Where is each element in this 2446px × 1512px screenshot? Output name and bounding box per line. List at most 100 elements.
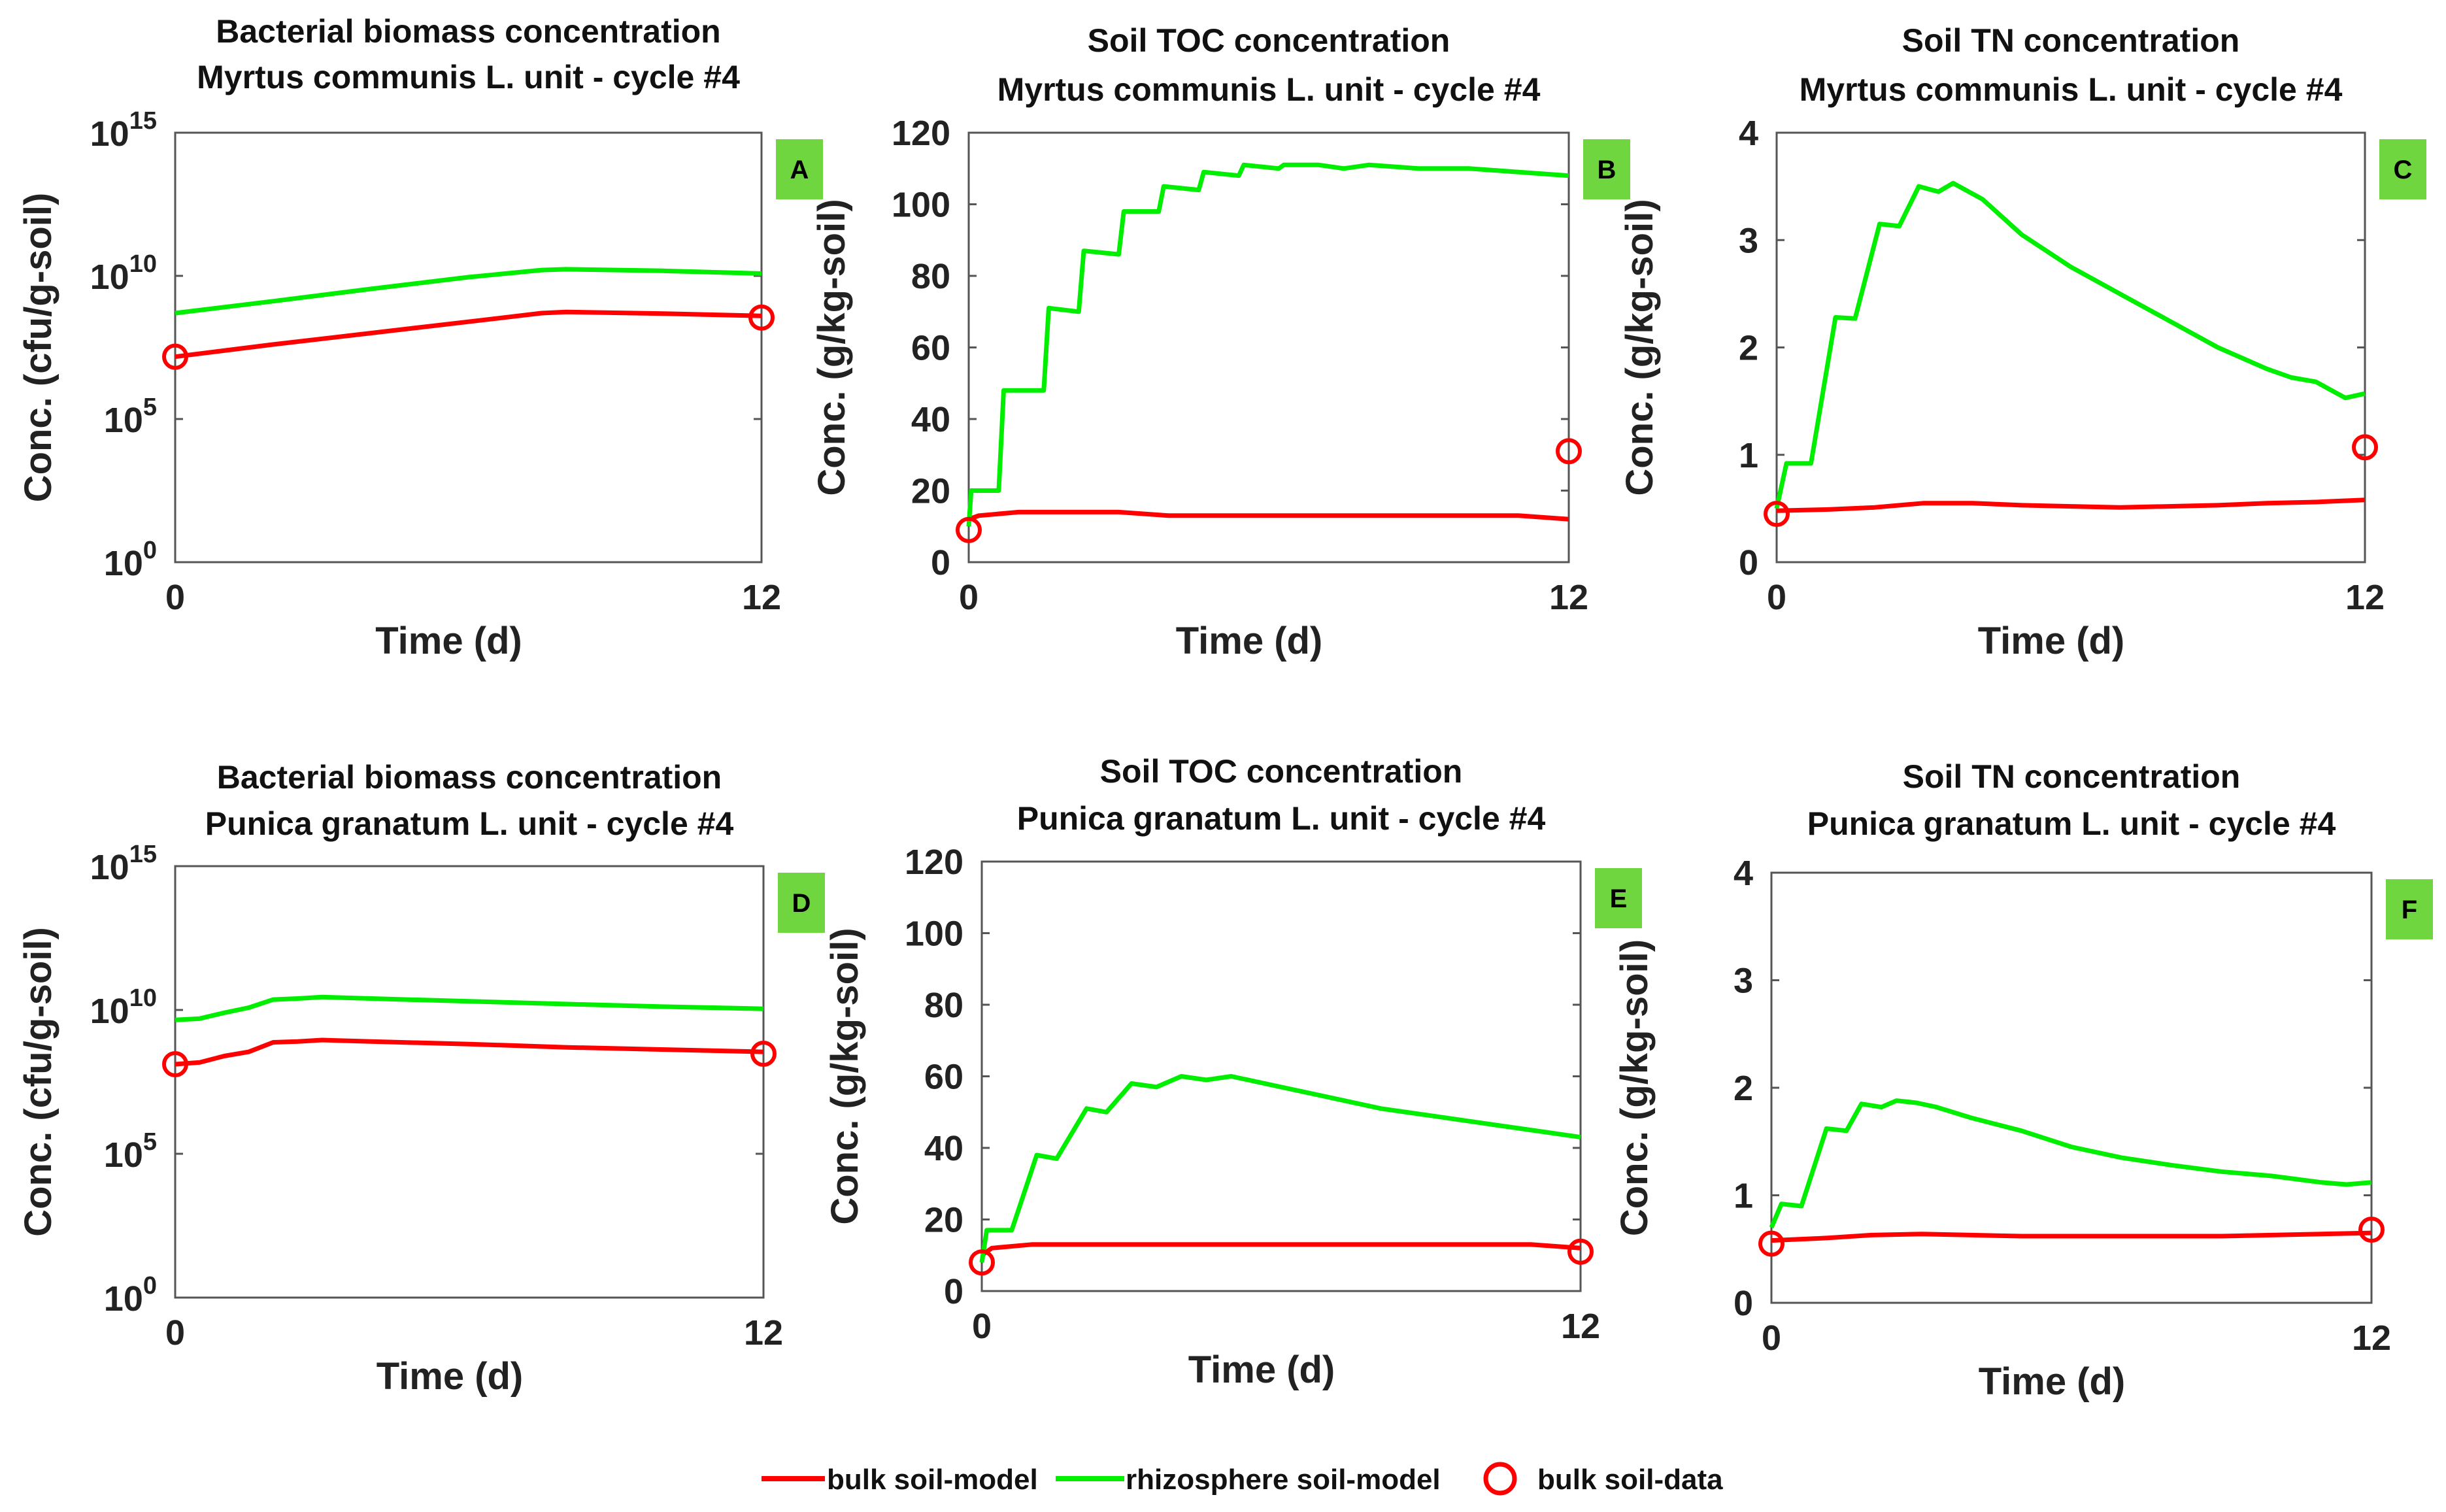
x-axis-label: Time (d) (1176, 620, 1323, 662)
x-tick-label: 12 (1561, 1307, 1600, 1346)
plot-frame (967, 131, 1570, 563)
bulk-soil-data-point (162, 1050, 188, 1077)
y-tick-label: 20 (911, 472, 950, 511)
panel-badge (1583, 139, 1630, 199)
y-tick-label: 120 (892, 114, 950, 153)
series-rhizosphere-soil-model (966, 162, 1569, 527)
y-tick-label: 60 (911, 329, 950, 368)
chart-title-line-1: Soil TOC concentration (1100, 753, 1463, 790)
x-axis-label: Time (d) (1188, 1349, 1335, 1391)
y-axis-label: Conc. (g/kg-soil) (1613, 939, 1656, 1236)
x-tick-label: 0 (165, 1313, 185, 1352)
x-tick-label: 0 (1767, 578, 1786, 617)
y-tick-label: 120 (905, 843, 963, 882)
panel-badge (2386, 879, 2433, 939)
bulk-soil-data-point (969, 1249, 995, 1276)
x-tick-label: 0 (1762, 1319, 1781, 1358)
bulk-soil-data-point (750, 1041, 777, 1067)
y-tick-label: 80 (924, 986, 963, 1025)
panel-f: Soil TN concentration Punica granatum L. … (1613, 758, 2433, 1403)
legend-bulk-data-label: bulk soil-data (1537, 1464, 1723, 1496)
x-axis-label: Time (d) (1979, 1360, 2126, 1403)
series-bulk-soil-model (1776, 497, 2366, 513)
y-tick-label: 3 (1734, 962, 1753, 1001)
y-axis-label: Conc. (g/kg-soil) (811, 199, 853, 496)
x-tick-label: 12 (1549, 578, 1588, 617)
panel-badge-letter: C (2394, 156, 2413, 184)
y-tick-label: 2 (1739, 329, 1758, 368)
chart-title-line-1: Soil TN concentration (1903, 758, 2241, 795)
legend: bulk soil-model rhizosphere soil-model b… (762, 1462, 1723, 1496)
panel-badge-letter: A (790, 156, 809, 184)
y-tick-label: 20 (924, 1201, 963, 1240)
chart-title-line-1: Bacterial biomass concentration (216, 13, 720, 50)
x-axis-label: Time (d) (375, 620, 522, 662)
chart-title-line-1: Soil TN concentration (1902, 22, 2240, 59)
panel-b: Soil TOC concentration Myrtus communis L.… (811, 22, 1630, 662)
chart-title-line-2: Punica granatum L. unit - cycle #4 (1807, 805, 2336, 842)
y-tick-label: 100 (905, 915, 963, 954)
panel-d: Bacterial biomass concentration Punica gr… (17, 759, 825, 1398)
panel-a: Bacterial biomass concentration Myrtus co… (17, 13, 823, 662)
x-tick-label: 12 (2345, 578, 2385, 617)
bulk-soil-data-point (748, 304, 775, 331)
chart-title-line-2: Myrtus communis L. unit - cycle #4 (1800, 71, 2343, 108)
series-bulk-soil-model (1771, 1230, 2372, 1243)
y-tick-label: 1015 (90, 841, 157, 887)
y-tick-label: 1010 (90, 984, 157, 1031)
y-tick-label: 40 (924, 1129, 963, 1168)
chart-title-line-2: Punica granatum L. unit - cycle #4 (1017, 800, 1546, 837)
y-axis-label: Conc. (g/kg-soil) (824, 928, 866, 1224)
bulk-soil-data-point (956, 516, 982, 543)
chart-title-line-2: Punica granatum L. unit - cycle #4 (205, 805, 734, 842)
y-axis-label: Conc. (cfu/g-soil) (17, 927, 59, 1237)
y-tick-label: 1010 (90, 250, 157, 297)
series-rhizosphere-soil-model (979, 1074, 1581, 1263)
y-tick-label: 1015 (90, 107, 157, 154)
y-tick-label: 100 (104, 1272, 157, 1319)
bulk-soil-data-point (1764, 501, 1790, 528)
y-tick-label: 0 (931, 543, 950, 582)
panel-badge-letter: B (1598, 156, 1617, 184)
panel-badge (2379, 139, 2426, 199)
bulk-soil-data-point (162, 343, 188, 370)
panel-badge (776, 139, 823, 199)
bulk-soil-data-point (1758, 1230, 1784, 1257)
series-bulk-soil-model (175, 309, 762, 360)
series-bulk-soil-model (967, 509, 1569, 522)
panel-c: Soil TN concentration Myrtus communis L. … (1618, 22, 2426, 662)
y-tick-label: 60 (924, 1058, 963, 1097)
series-rhizosphere-soil-model (1769, 1098, 2372, 1229)
y-tick-label: 40 (911, 400, 950, 439)
bulk-soil-data-point (1567, 1238, 1594, 1265)
legend-bulk-data-marker (1483, 1462, 1517, 1496)
x-tick-label: 12 (742, 578, 781, 617)
series-rhizosphere-soil-model (175, 267, 762, 316)
series-bulk-soil-model (175, 1037, 764, 1067)
y-tick-label: 100 (104, 537, 157, 583)
x-axis-label: Time (d) (1978, 620, 2125, 662)
bulk-soil-data-point (2358, 1217, 2385, 1243)
y-tick-label: 1 (1739, 436, 1758, 475)
y-tick-label: 100 (892, 186, 950, 225)
y-tick-label: 4 (1734, 854, 1753, 893)
panel-e: Soil TOC concentration Punica granatum L.… (824, 753, 1642, 1391)
x-axis-label: Time (d) (377, 1355, 524, 1398)
y-tick-label: 1 (1734, 1177, 1753, 1216)
x-tick-label: 0 (972, 1307, 992, 1346)
bulk-soil-data-point (1556, 438, 1582, 465)
y-tick-label: 4 (1739, 114, 1758, 153)
y-tick-label: 0 (1734, 1284, 1753, 1323)
y-tick-label: 0 (1739, 543, 1758, 582)
y-axis-label: Conc. (g/kg-soil) (1618, 199, 1661, 496)
chart-title-line-2: Myrtus communis L. unit - cycle #4 (197, 59, 740, 95)
panel-badge-letter: E (1610, 884, 1628, 913)
x-tick-label: 0 (165, 578, 185, 617)
y-tick-label: 2 (1734, 1069, 1753, 1108)
y-tick-label: 105 (104, 394, 157, 440)
bulk-soil-data-point (2352, 434, 2378, 461)
y-tick-label: 80 (911, 257, 950, 296)
series-rhizosphere-soil-model (175, 994, 764, 1022)
legend-rhizosphere-model-label: rhizosphere soil-model (1126, 1464, 1441, 1496)
